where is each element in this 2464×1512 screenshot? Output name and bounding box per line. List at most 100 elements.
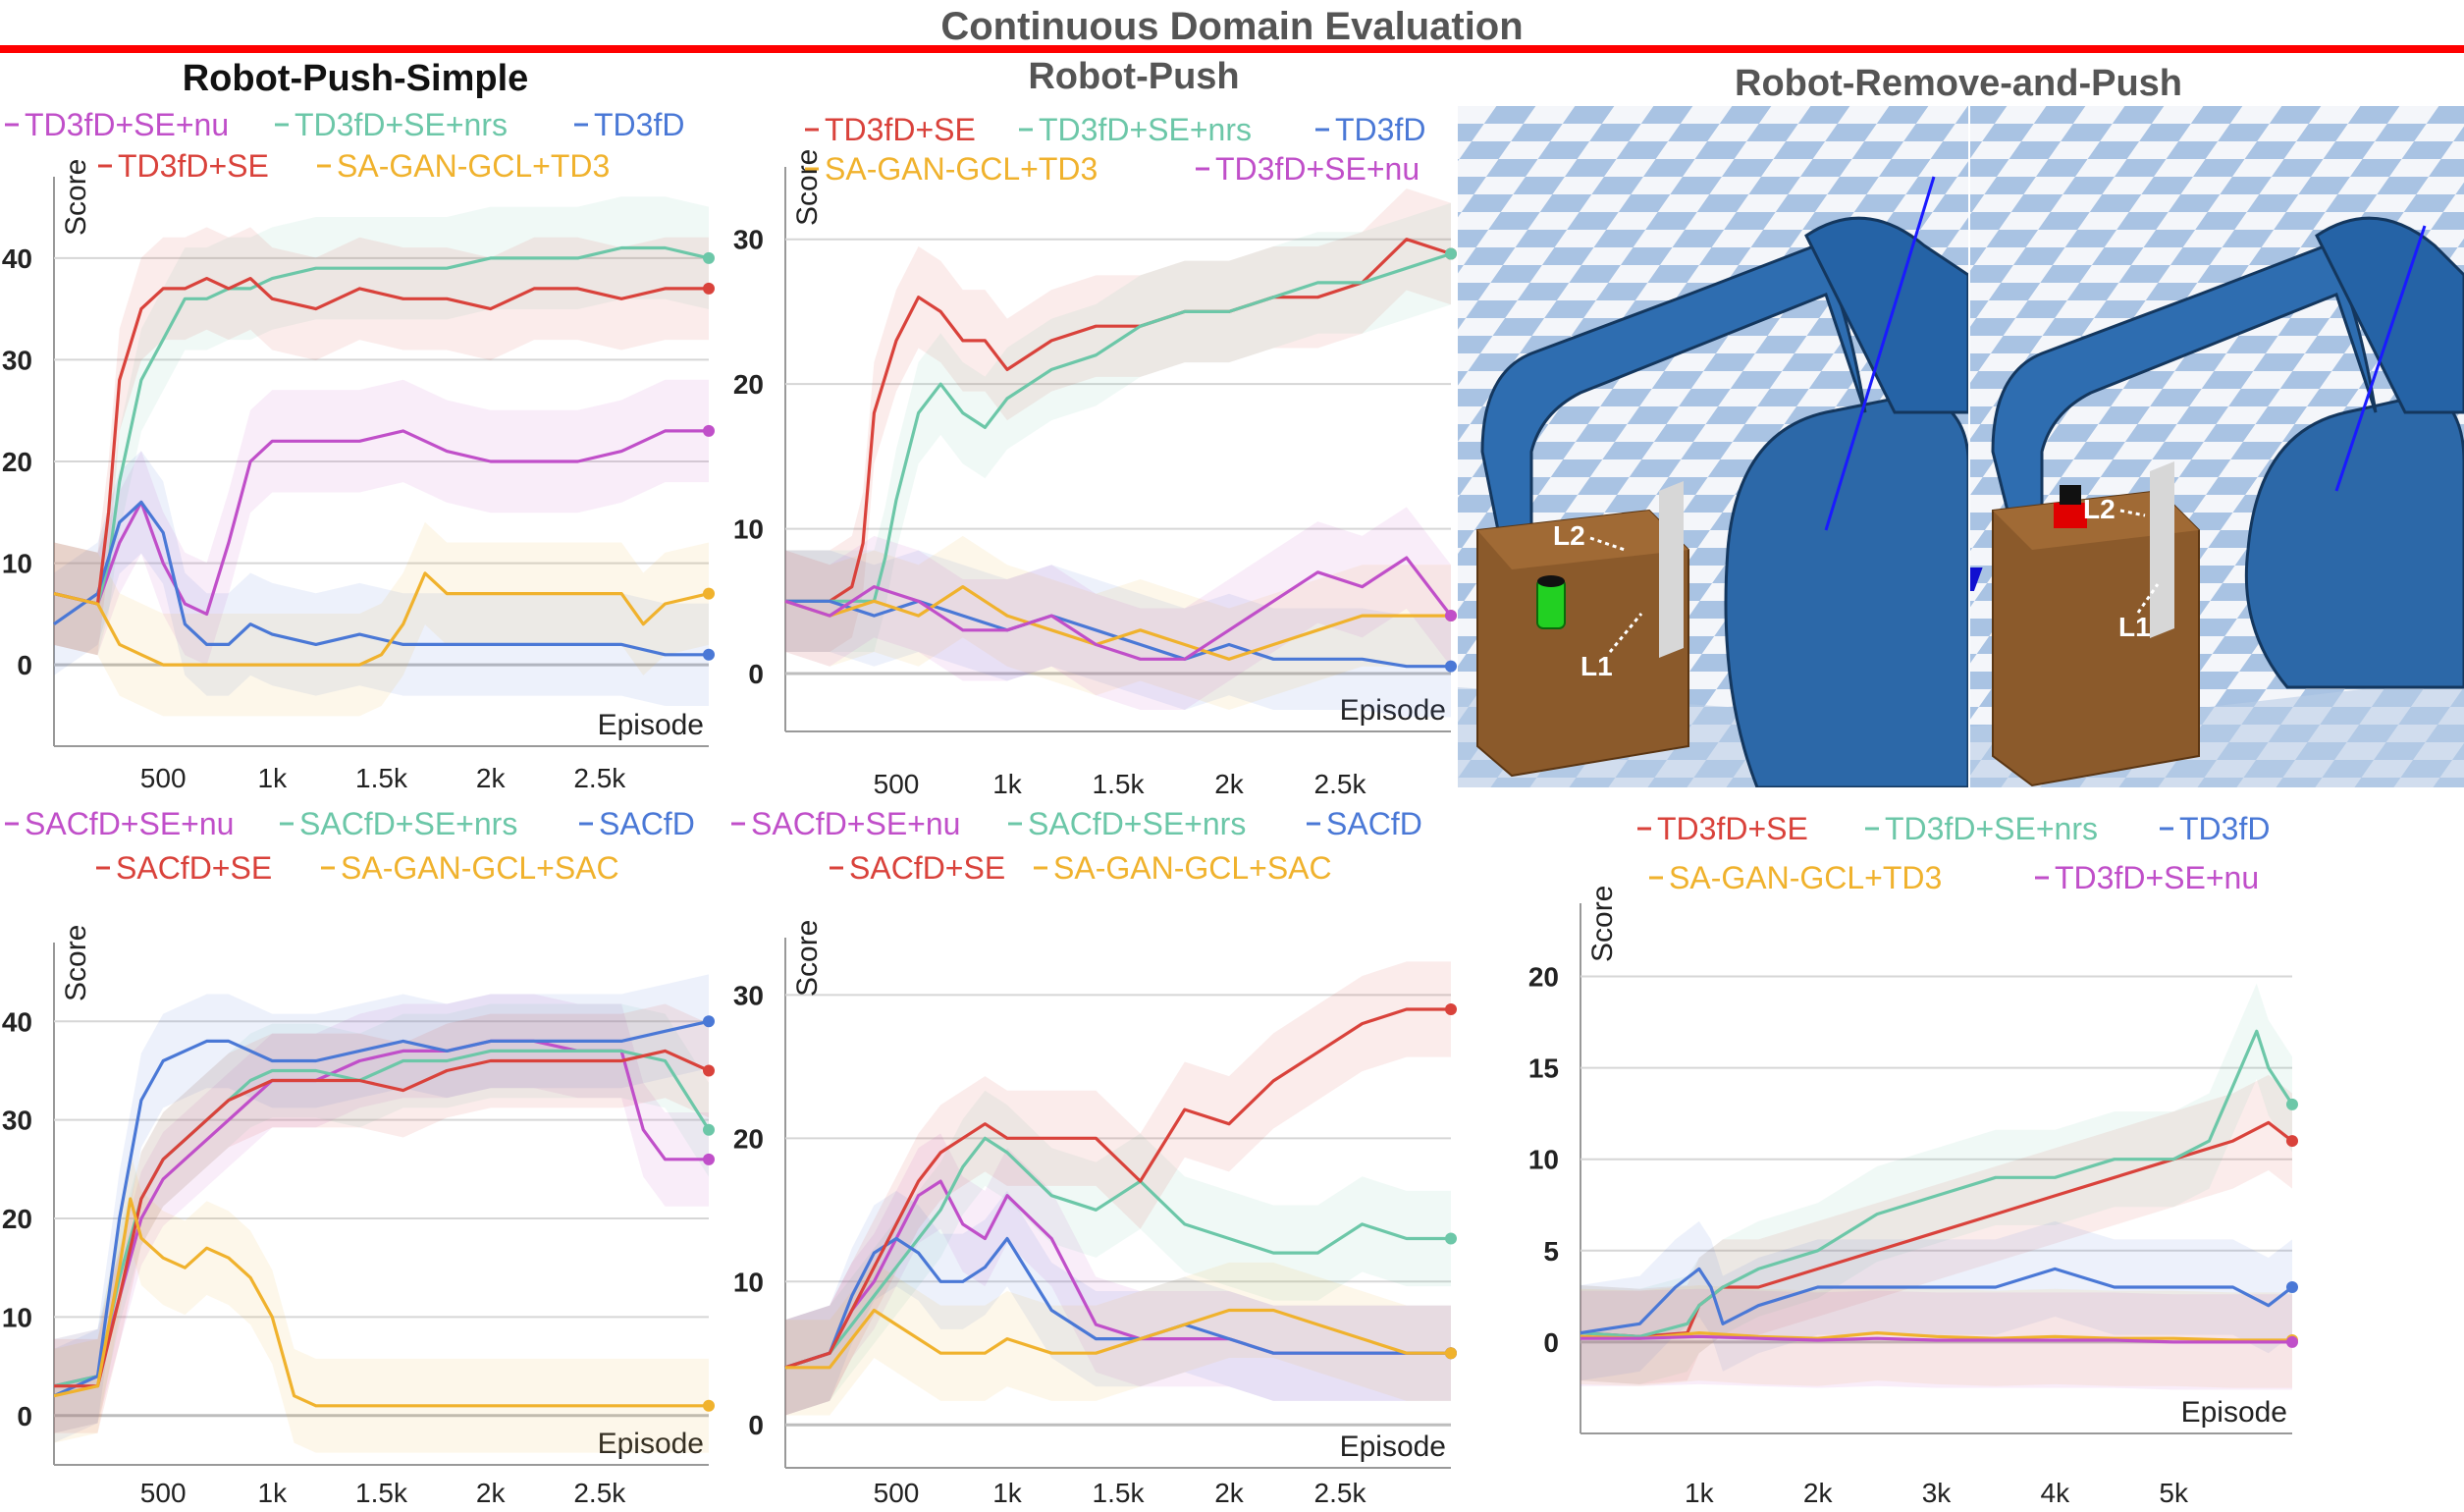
y-tick-label: 40 [2, 243, 32, 274]
scene-label-l2-left: L2 [1553, 520, 1585, 551]
series-end-point [703, 1153, 715, 1165]
y-tick-label: 5 [1543, 1236, 1559, 1267]
y-tick-label: 10 [2, 549, 32, 579]
variance-band [785, 202, 1451, 653]
x-tick-label: 500 [874, 769, 920, 799]
scene-label-l1-left: L1 [1580, 651, 1613, 681]
panel-2-title: Robot-Push [1028, 56, 1239, 97]
x-tick-label: 2k [1214, 1478, 1245, 1508]
series-line [1580, 1334, 2292, 1344]
x-tick-label: 1.5k [355, 1478, 408, 1508]
series-end-point [703, 648, 715, 661]
legend-entry: TD3fD [594, 107, 684, 142]
title-red-bar [0, 45, 2464, 53]
variance-band [54, 994, 709, 1433]
series-line [785, 238, 1452, 603]
series-end-point [703, 251, 715, 264]
series-end-point [703, 424, 715, 437]
legend-entry: SA-GAN-GCL+TD3 [337, 148, 610, 184]
y-tick-label: 20 [2, 447, 32, 477]
x-tick-label: 2k [1214, 769, 1245, 799]
legend-entry: SACfD+SE [849, 850, 1005, 886]
y-tick-label: 10 [733, 1267, 764, 1297]
series-end-point [703, 1123, 715, 1136]
y-tick-label: 40 [2, 1006, 32, 1037]
legend-entry: SA-GAN-GCL+SAC [1053, 850, 1332, 886]
scene-label-l1-right: L1 [2118, 612, 2151, 642]
x-tick-label: 1k [1685, 1478, 1715, 1508]
legend-entry: SA-GAN-GCL+SAC [341, 850, 619, 886]
series-end-point [1445, 247, 1457, 260]
y-tick-label: 30 [733, 225, 764, 255]
series-line [784, 556, 1453, 661]
legend-entry: TD3fD+SE [118, 148, 269, 184]
legend-entry: TD3fD+SE [1657, 811, 1808, 846]
legend-entry: SACfD [1326, 806, 1422, 841]
series-end-point [703, 282, 715, 295]
series-line [1580, 1029, 2294, 1338]
x-axis-label: Episode [598, 709, 704, 741]
legend-entry: TD3fD+SE+nrs [1039, 112, 1252, 147]
x-tick-label: 1.5k [1093, 1478, 1146, 1508]
series-end-point [2286, 1335, 2298, 1348]
variance-band [785, 1090, 1451, 1416]
series-line [53, 277, 709, 606]
y-tick-label: 20 [2, 1204, 32, 1234]
x-tick-label: 2.5k [573, 763, 626, 793]
y-tick-label: 30 [2, 1106, 32, 1136]
x-axis-label: Episode [1340, 694, 1446, 727]
legend-entry: SACfD+SE+nu [751, 806, 960, 841]
series-end-point [703, 1399, 715, 1412]
x-tick-label: 1k [992, 769, 1023, 799]
figure-title: Continuous Domain Evaluation [940, 5, 1523, 48]
chart-4: 0 10 20 30 500 1k 1.5k 2k 2.5k Score Episode SACfD+… [731, 806, 1457, 1508]
series-end-point [1445, 1232, 1457, 1245]
variance-band [785, 535, 1451, 711]
x-tick-label: 5k [2159, 1478, 2189, 1508]
x-tick-label: 500 [140, 763, 187, 793]
variance-band [54, 451, 709, 706]
variance-band [54, 227, 709, 656]
x-tick-label: 1k [258, 1478, 289, 1508]
series-line [53, 571, 710, 667]
x-tick-label: 2.5k [1314, 769, 1367, 799]
legend-entry: TD3fD+SE+nrs [295, 107, 508, 142]
series-line [784, 1007, 1451, 1370]
legend-entry: SA-GAN-GCL+TD3 [825, 151, 1098, 187]
series-line [784, 1136, 1451, 1370]
y-tick-label: 20 [733, 1123, 764, 1154]
series-end-point [2286, 1135, 2298, 1148]
series-line [1580, 1120, 2293, 1338]
legend-entry: TD3fD [1335, 112, 1425, 147]
y-axis-label: Score [60, 925, 92, 1001]
series-end-point [1445, 1002, 1457, 1015]
x-tick-label: 2k [476, 763, 507, 793]
legend-entry: TD3fD+SE+nrs [1885, 811, 2098, 846]
legend-entry: SACfD+SE+nu [25, 806, 234, 841]
x-tick-label: 2.5k [573, 1478, 626, 1508]
legend-entry: SACfD+SE [116, 850, 272, 886]
x-axis-label: Episode [1340, 1431, 1446, 1463]
x-tick-label: 3k [1922, 1478, 1953, 1508]
y-tick-label: 10 [1528, 1145, 1559, 1175]
y-tick-label: 20 [733, 369, 764, 400]
series-end-point [2286, 1098, 2298, 1110]
series-line [54, 1049, 710, 1388]
series-line [1580, 1330, 2292, 1342]
y-axis-label: Score [60, 159, 92, 236]
x-tick-label: 2.5k [1314, 1478, 1367, 1508]
robot-view-before [1458, 106, 1968, 787]
series-line [53, 500, 709, 657]
panel-3-title: Robot-Remove-and-Push [1735, 63, 2182, 104]
series-line [785, 1308, 1451, 1370]
chart-5: 0 5 10 15 20 1k 2k 3k 4k 5k Score Episode TD3fD+SE TD… [1528, 811, 2298, 1508]
x-tick-label: 1.5k [355, 763, 408, 793]
x-tick-label: 500 [140, 1478, 187, 1508]
x-tick-label: 500 [874, 1478, 920, 1508]
x-tick-label: 1k [258, 763, 289, 793]
variance-band [1580, 1220, 2292, 1381]
series-line [53, 1019, 710, 1398]
variance-band [1580, 983, 2292, 1384]
